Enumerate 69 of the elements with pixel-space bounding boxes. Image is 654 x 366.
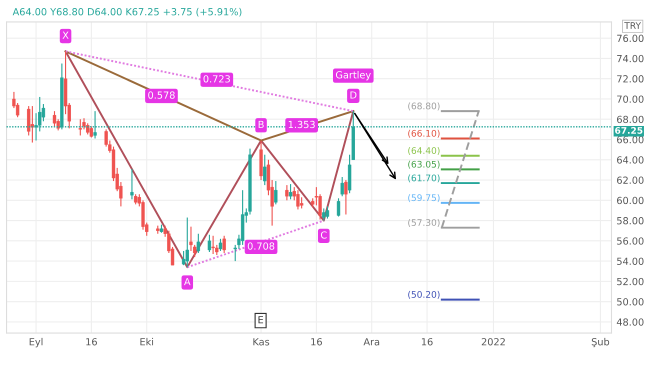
candlestick xyxy=(300,196,304,209)
candlestick xyxy=(186,216,189,268)
y-tick-label: 70.00 xyxy=(617,95,644,103)
annotation: X xyxy=(62,32,69,39)
annotation: D xyxy=(350,91,356,99)
annotation: 0.578 xyxy=(148,91,175,99)
candlestick xyxy=(90,126,94,138)
y-tick-label: 76.00 xyxy=(617,34,644,42)
annotation: E xyxy=(258,316,264,324)
annotation: Gartley xyxy=(336,70,371,80)
candlestick xyxy=(336,198,340,218)
candlestick xyxy=(78,118,82,136)
x-tick-label: 16 xyxy=(311,338,322,346)
candlestick xyxy=(211,235,215,255)
x-tick-label: 16 xyxy=(422,338,433,346)
y-tick-label: 68.00 xyxy=(617,116,644,124)
annotation: (59.75) xyxy=(408,194,440,202)
y-tick-label: 52.00 xyxy=(617,278,644,286)
y-tick-label: 74.00 xyxy=(617,54,644,62)
x-tick-label: Şub xyxy=(592,338,610,348)
y-axis-title: TRY xyxy=(624,22,642,29)
candlestick xyxy=(134,194,138,205)
y-tick-label: 54.00 xyxy=(617,258,644,265)
annotation: (68.80) xyxy=(408,102,440,110)
candlestick xyxy=(208,234,212,253)
annotation: 0.708 xyxy=(248,242,274,250)
x-tick-label: Eyl xyxy=(30,338,42,348)
y-tick-label: 72.00 xyxy=(617,75,644,83)
candlestick xyxy=(274,180,278,205)
x-tick-label: Ara xyxy=(363,338,380,346)
x-tick-label: Kas xyxy=(253,338,270,346)
x-tick-label: 2022 xyxy=(482,338,505,346)
candlestick xyxy=(263,154,266,186)
candlestick xyxy=(288,184,292,200)
y-tick-label: 50.00 xyxy=(617,298,644,306)
y-tick-label: 64.00 xyxy=(617,156,644,164)
annotation: A xyxy=(184,278,191,286)
annotation: C xyxy=(320,231,327,239)
candlestick xyxy=(189,226,193,252)
ref-line-label: 67.25 xyxy=(615,127,642,134)
candlestick xyxy=(52,110,56,127)
candlestick xyxy=(340,176,344,197)
candlestick xyxy=(218,238,222,252)
candlestick xyxy=(322,208,326,222)
annotation: (66.10) xyxy=(408,130,440,138)
annotation: 1.353 xyxy=(288,120,315,128)
candlestick xyxy=(130,168,134,200)
candlestick xyxy=(344,179,348,216)
x-tick-label: 16 xyxy=(86,338,97,346)
candlestick xyxy=(196,233,200,254)
y-tick-label: 58.00 xyxy=(617,217,644,224)
candlestick xyxy=(222,235,226,254)
annotation: (61.70) xyxy=(408,174,440,182)
annotation: 0.723 xyxy=(204,75,230,83)
y-tick-label: 60.00 xyxy=(617,196,644,204)
annotation: (64.40) xyxy=(408,146,440,156)
annotation: (57.30) xyxy=(408,218,440,227)
annotation: (63.05) xyxy=(408,160,440,169)
y-tick-label: 56.00 xyxy=(617,237,644,245)
text: A64.00 Y68.80 D64.00 K67.25 +3.75 (+5.91%) xyxy=(12,8,242,17)
candlestick xyxy=(156,225,160,234)
x-tick-label: Eki xyxy=(140,338,154,346)
y-tick-label: 62.00 xyxy=(617,176,644,184)
candlestick xyxy=(285,184,289,201)
y-tick-label: 48.00 xyxy=(616,318,644,326)
candlestick xyxy=(296,190,300,210)
annotation: (50.20) xyxy=(408,290,440,299)
candlestick xyxy=(326,206,330,220)
annotation: B xyxy=(258,120,264,128)
